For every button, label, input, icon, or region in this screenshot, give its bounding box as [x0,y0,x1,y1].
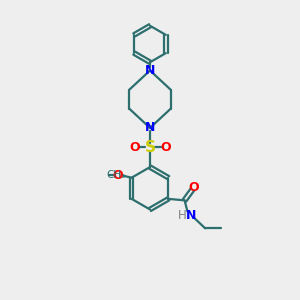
Text: N: N [186,208,196,222]
Text: N: N [145,122,155,134]
Text: N: N [145,64,155,77]
Text: O: O [112,169,123,182]
Text: S: S [145,140,155,154]
Text: CH₃: CH₃ [106,170,126,180]
Text: H: H [178,208,187,222]
Text: O: O [129,141,140,154]
Text: O: O [160,141,171,154]
Text: O: O [189,182,199,194]
